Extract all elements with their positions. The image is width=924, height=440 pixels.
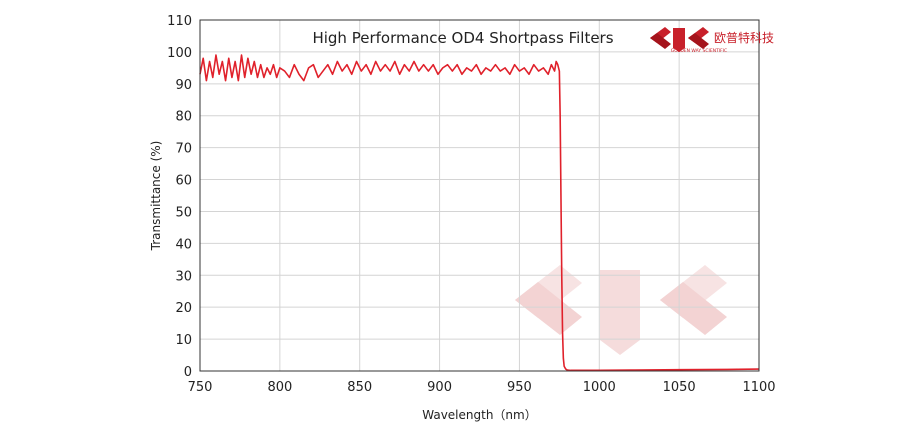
x-tick-label: 1100	[742, 380, 775, 395]
series-layer	[199, 54, 760, 372]
grid-lines	[199, 19, 760, 372]
y-tick-label: 70	[175, 142, 192, 157]
x-tick-label: 950	[507, 380, 532, 395]
x-tick-label: 750	[188, 380, 213, 395]
y-tick-label: 40	[175, 237, 192, 252]
y-tick-label: 10	[175, 333, 192, 348]
y-axis-label: Transmittance (%)	[149, 141, 163, 252]
x-tick-label: 900	[427, 380, 452, 395]
tick-labels: 0 10 20 30 40 50 60 70 80 90 100 110 750 800 850 900 950…	[167, 14, 775, 395]
watermark-logo-icon	[515, 265, 727, 355]
y-tick-label: 60	[175, 174, 192, 189]
x-tick-label: 1050	[663, 380, 696, 395]
x-axis-label: Wavelength（nm）	[422, 408, 536, 422]
logo-name: 欧普特科技	[714, 30, 774, 45]
y-tick-label: 20	[175, 301, 192, 316]
series-line-0	[199, 54, 760, 372]
y-tick-label: 110	[167, 14, 192, 29]
y-tick-label: 30	[175, 269, 192, 284]
plot-frame	[199, 19, 760, 372]
jc-logo-icon	[650, 27, 709, 52]
y-tick-label: 80	[175, 110, 192, 125]
company-logo: 欧普特科技 GOLDEN WAY SCIENTIFIC	[650, 27, 774, 54]
y-tick-label: 100	[167, 46, 192, 61]
x-tick-label: 1000	[583, 380, 616, 395]
x-tick-label: 850	[347, 380, 372, 395]
logo-tagline: GOLDEN WAY SCIENTIFIC	[671, 48, 727, 54]
y-tick-label: 90	[175, 78, 192, 93]
chart-title: High Performance OD4 Shortpass Filters	[312, 29, 613, 47]
y-tick-label: 0	[184, 365, 192, 380]
y-tick-label: 50	[175, 205, 192, 220]
x-tick-label: 800	[267, 380, 292, 395]
